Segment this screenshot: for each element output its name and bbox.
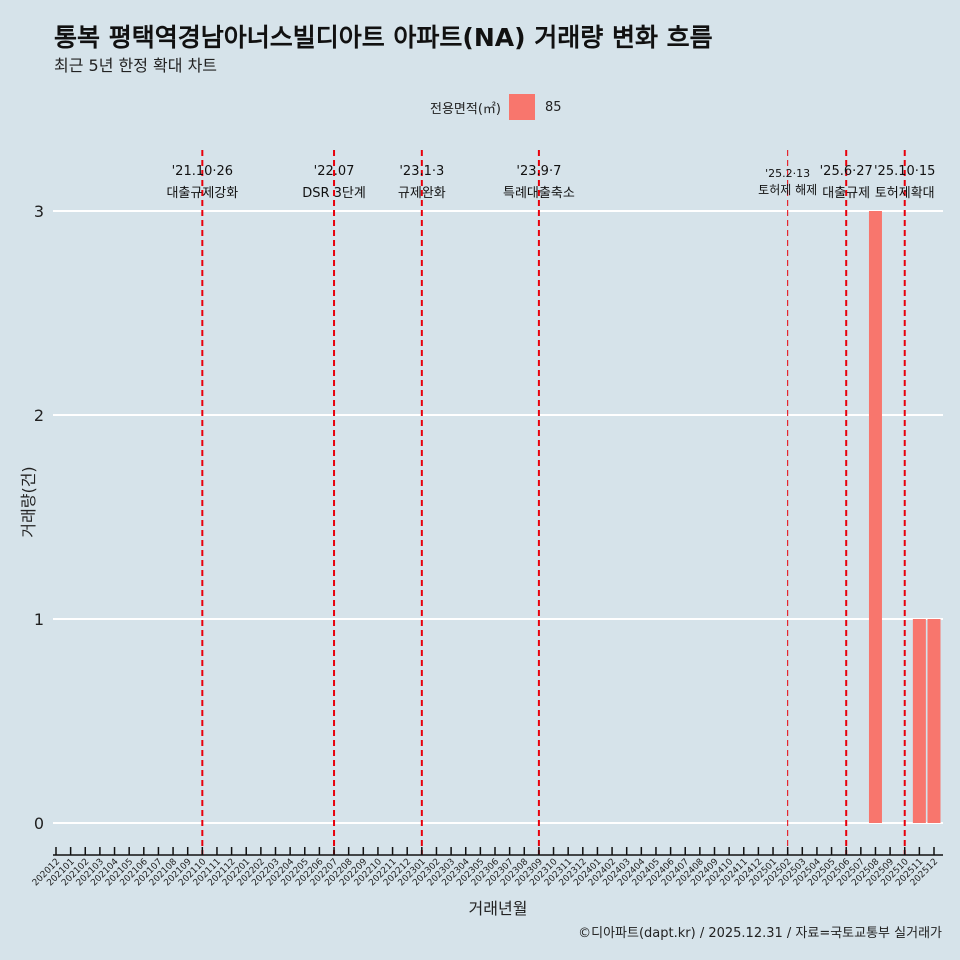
caption: ©디아파트(dapt.kr) / 2025.12.31 / 자료=국토교통부 실… <box>578 926 942 941</box>
event-label: DSR 3단계 <box>302 186 366 201</box>
chart-title: 통복 평택역경남아너스빌디아트 아파트(NA) 거래량 변화 흐름 <box>54 23 713 52</box>
event-date: '21.10·26 <box>172 164 233 179</box>
legend-title: 전용면적(㎡) <box>430 101 501 117</box>
x-axis-title: 거래년월 <box>469 899 528 918</box>
event-date: '23.9·7 <box>516 164 561 179</box>
event-label: 대출규제 <box>822 186 870 201</box>
event-date: '25.2·13 <box>765 167 810 180</box>
legend-label: 85 <box>544 99 562 115</box>
y-axis-title: 거래량(건) <box>19 466 38 537</box>
event-date: '23.1·3 <box>399 164 444 179</box>
event-label: 토허제 해제 <box>758 183 817 197</box>
event-date: '25.6·27 <box>820 164 873 179</box>
event-label: 규제완화 <box>398 186 446 201</box>
event-label: 대출규제강화 <box>166 186 238 201</box>
bar <box>912 619 926 823</box>
event-date: '25.10·15 <box>874 164 935 179</box>
y-tick-label: 0 <box>34 814 44 833</box>
y-tick-label: 1 <box>34 610 44 629</box>
event-date: '22.07 <box>314 164 355 179</box>
legend-swatch <box>508 94 535 120</box>
event-label: 토허제확대 <box>875 186 935 201</box>
chart-subtitle: 최근 5년 한정 확대 차트 <box>54 56 218 75</box>
event-label: 특례대출축소 <box>503 186 575 201</box>
y-tick-label: 3 <box>34 202 44 221</box>
y-tick-label: 2 <box>34 406 44 425</box>
legend: 전용면적(㎡) 85 <box>430 94 562 120</box>
bar <box>927 619 941 823</box>
bar <box>868 211 882 823</box>
